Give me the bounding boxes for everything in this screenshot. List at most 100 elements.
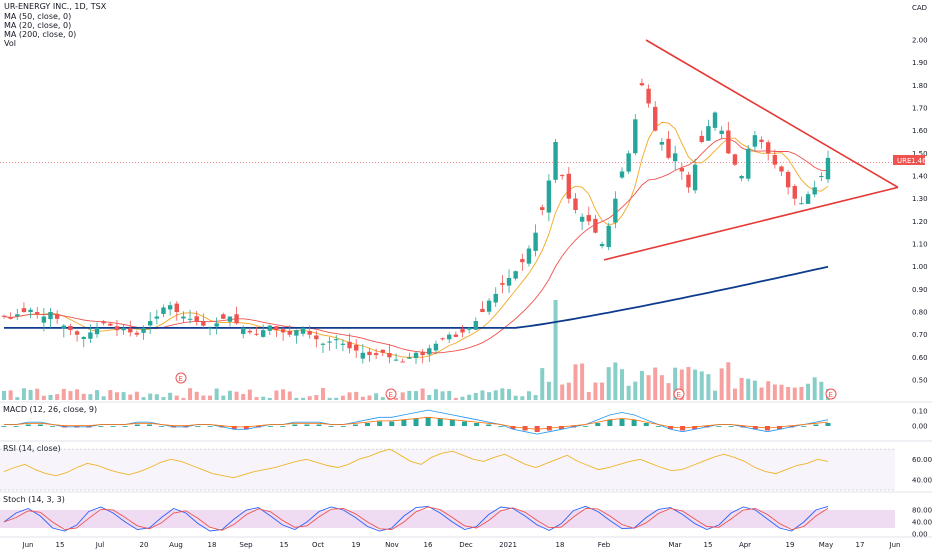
candle-body (280, 329, 286, 333)
volume-bar (227, 390, 232, 400)
candle-body (453, 334, 459, 337)
volume-bar (414, 391, 418, 400)
macd-histogram-bar (280, 426, 286, 427)
volume-bar (374, 393, 379, 400)
candle-body (526, 248, 532, 264)
macd-histogram-bar (365, 423, 371, 426)
candle-body (739, 176, 744, 179)
macd-histogram-bar (498, 426, 504, 427)
time-tick-label: Aug (169, 541, 183, 549)
volume-bar (128, 394, 133, 400)
volume-bar (540, 368, 545, 400)
volume-bar (334, 397, 339, 400)
volume-bar (679, 369, 684, 400)
candle-body (493, 293, 498, 303)
price-tick-label: 1.20 (912, 218, 928, 226)
macd-histogram-bar (110, 426, 116, 427)
indicator-label-ma20[interactable]: MA (20, close, 0) (4, 21, 71, 30)
candle-body (307, 331, 312, 335)
candlesticks[interactable] (1, 78, 831, 365)
macd-histogram-bar (461, 421, 467, 426)
macd-histogram-bar (692, 426, 698, 429)
volume-bar (507, 389, 512, 400)
macd-histogram-bar (159, 426, 165, 427)
indicator-label-ma50[interactable]: MA (50, close, 0) (4, 12, 71, 21)
candle-body (466, 327, 472, 330)
macd-histogram-bar (583, 426, 589, 427)
candle-body (679, 168, 685, 172)
candle-body (440, 338, 445, 340)
time-tick-label: Mar (668, 541, 681, 549)
candle-body (433, 343, 439, 351)
volume-bar (208, 395, 212, 400)
volume-bar (460, 396, 465, 400)
indicator-label-ma200[interactable]: MA (200, close, 0) (4, 30, 76, 39)
price-tick-label: 0.90 (912, 286, 928, 294)
stoch-band (0, 510, 895, 528)
macd-histogram-bar (607, 420, 613, 426)
volume-bar (68, 391, 73, 400)
candle-body (347, 341, 352, 349)
time-axis[interactable]: Jun 15 Jul 20 Aug 18 Sep 15 Oct 19 Nov 16 Dec 2021 18 F… (22, 541, 901, 549)
volume-bar (812, 377, 817, 400)
volume-bar (101, 396, 106, 400)
candle-body (94, 327, 100, 335)
rsi-title[interactable]: RSI (14, close) (3, 444, 61, 453)
macd-title[interactable]: MACD (12, 26, close, 9) (3, 405, 97, 414)
candle-body (1, 315, 7, 317)
volume-bar (168, 392, 173, 400)
candle-body (201, 321, 206, 326)
macd-histogram-bar (716, 426, 722, 427)
volume-bar (772, 384, 777, 400)
price-axis[interactable]: 2.00 1.90 1.80 1.70 1.60 1.50 1.40 1.30 1.20 1.10… (912, 37, 928, 385)
volume-bars (2, 300, 830, 400)
candle-body (41, 316, 47, 323)
macd-histogram-bar (13, 426, 19, 427)
earnings-markers[interactable]: E E E E (175, 372, 837, 400)
price-tick-label: 1.40 (912, 173, 928, 181)
macd-histogram-bar (801, 426, 807, 427)
macd-histogram-bar (49, 426, 55, 427)
macd-histogram-bar (437, 418, 443, 426)
triangle-drawing[interactable] (603, 39, 899, 261)
macd-histogram-bar (134, 424, 140, 426)
volume-bar (686, 366, 691, 400)
volume-bar (806, 383, 811, 400)
ma50-line (3, 138, 829, 354)
volume-bar (354, 391, 359, 400)
candle-body (61, 325, 67, 329)
chart-title: UR-ENERGY INC., 1D, TSX (4, 2, 107, 11)
candle-body (746, 148, 751, 179)
candle-body (666, 138, 671, 158)
indicator-label-vol[interactable]: Vol (4, 39, 16, 48)
volume-bar (739, 377, 744, 400)
candle-body (21, 308, 27, 312)
candle-body (559, 175, 565, 177)
volume-bar (713, 390, 718, 400)
volume-bar (301, 397, 306, 400)
macd-histogram-bar (146, 424, 152, 426)
volume-bar (560, 384, 565, 400)
macd-tick-label: 0.10 (912, 408, 928, 416)
candle-body (599, 244, 605, 247)
candle-body (187, 318, 193, 320)
macd-histogram-bar (231, 426, 237, 429)
macd-pane: 0.10 0.00 (1, 408, 928, 435)
candle-body (407, 357, 412, 359)
macd-histogram-bar (401, 420, 407, 426)
stoch-title[interactable]: Stoch (14, 3, 3) (3, 495, 65, 504)
candle-body (161, 307, 166, 314)
volume-bar (766, 381, 771, 400)
rsi-tick-label: 60.00 (912, 456, 932, 464)
volume-bar (320, 388, 325, 400)
volume-bar (254, 397, 259, 400)
price-tick-label: 0.50 (912, 377, 928, 385)
candle-body (792, 186, 797, 199)
volume-bar (307, 396, 312, 400)
time-tick-label: 15 (280, 541, 289, 549)
candle-body (221, 314, 226, 319)
volume-bar (726, 362, 731, 400)
macd-histogram-bar (449, 420, 455, 426)
volume-bar (287, 391, 292, 400)
candle-body (533, 232, 538, 251)
